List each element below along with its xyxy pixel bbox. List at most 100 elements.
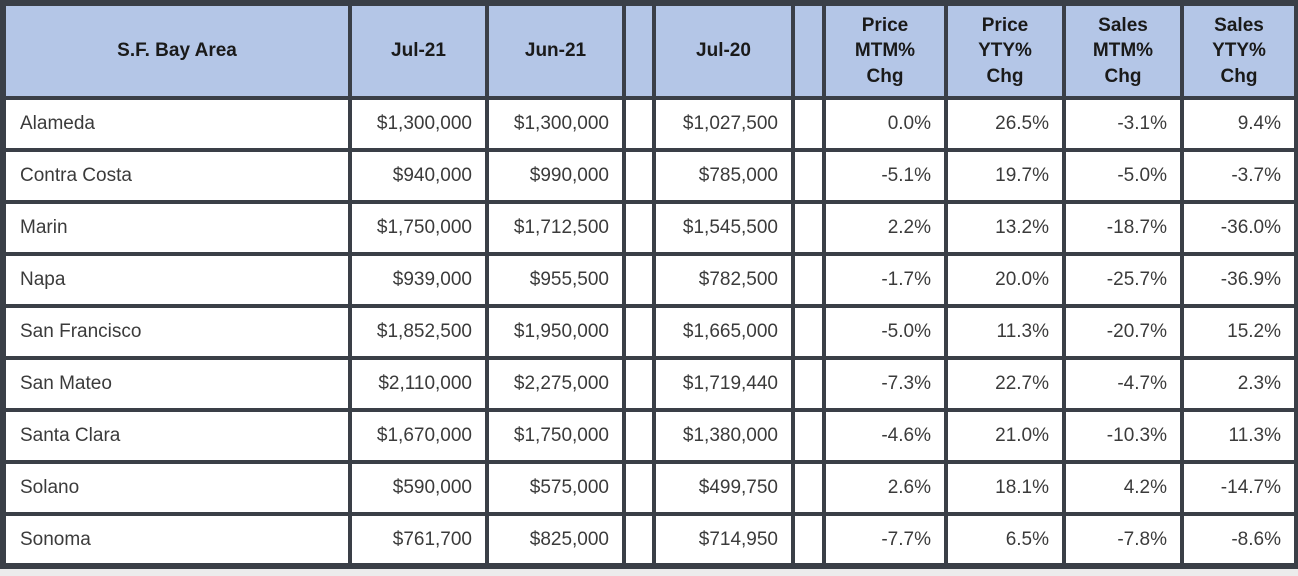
cell-price-mtm: -5.0% (822, 304, 948, 360)
cell-sales-yty: -14.7% (1180, 460, 1298, 516)
cell-region: Alameda (1, 96, 352, 152)
spacer-cell (791, 148, 826, 204)
spacer-cell (791, 408, 826, 464)
cell-jun21: $1,300,000 (485, 96, 626, 152)
cell-price-mtm: -7.7% (822, 512, 948, 568)
cell-sales-yty: 11.3% (1180, 408, 1298, 464)
cell-sales-mtm: -3.1% (1062, 96, 1184, 152)
cell-sales-mtm: 4.2% (1062, 460, 1184, 516)
cell-sales-mtm: -7.8% (1062, 512, 1184, 568)
header-price-mtm: Price MTM% Chg (822, 1, 948, 100)
spacer-cell (791, 252, 826, 308)
cell-price-yty: 26.5% (944, 96, 1066, 152)
cell-jul21: $1,300,000 (348, 96, 489, 152)
cell-jul21: $939,000 (348, 252, 489, 308)
cell-jul21: $1,750,000 (348, 200, 489, 256)
cell-price-mtm: -7.3% (822, 356, 948, 412)
cell-sales-yty: -36.0% (1180, 200, 1298, 256)
header-jul21: Jul-21 (348, 1, 489, 100)
cell-sales-yty: -3.7% (1180, 148, 1298, 204)
table-row: Solano $590,000 $575,000 $499,750 2.6% 1… (1, 460, 1298, 516)
table-row: Santa Clara $1,670,000 $1,750,000 $1,380… (1, 408, 1298, 464)
cell-sales-mtm: -20.7% (1062, 304, 1184, 360)
cell-jun21: $575,000 (485, 460, 626, 516)
header-jun21: Jun-21 (485, 1, 626, 100)
cell-price-yty: 6.5% (944, 512, 1066, 568)
table-row: Marin $1,750,000 $1,712,500 $1,545,500 2… (1, 200, 1298, 256)
spacer-cell (622, 512, 656, 568)
spacer-cell (622, 356, 656, 412)
cell-jul20: $1,380,000 (652, 408, 795, 464)
cell-price-mtm: -4.6% (822, 408, 948, 464)
cell-jun21: $1,750,000 (485, 408, 626, 464)
header-jul20: Jul-20 (652, 1, 795, 100)
cell-sales-mtm: -18.7% (1062, 200, 1184, 256)
cell-sales-mtm: -5.0% (1062, 148, 1184, 204)
cell-jul21: $590,000 (348, 460, 489, 516)
cell-sales-mtm: -4.7% (1062, 356, 1184, 412)
header-sales-yty: Sales YTY% Chg (1180, 1, 1298, 100)
spacer-cell (622, 252, 656, 308)
header-spacer-2 (791, 1, 826, 100)
cell-region: Napa (1, 252, 352, 308)
cell-region: Marin (1, 200, 352, 256)
cell-sales-yty: -8.6% (1180, 512, 1298, 568)
cell-jul21: $1,852,500 (348, 304, 489, 360)
header-spacer-1 (622, 1, 656, 100)
cell-region: San Mateo (1, 356, 352, 412)
cell-price-yty: 22.7% (944, 356, 1066, 412)
cell-price-yty: 13.2% (944, 200, 1066, 256)
spacer-cell (791, 304, 826, 360)
spacer-cell (622, 460, 656, 516)
cell-jun21: $990,000 (485, 148, 626, 204)
spacer-cell (791, 200, 826, 256)
cell-price-mtm: 0.0% (822, 96, 948, 152)
cell-jul20: $1,719,440 (652, 356, 795, 412)
spacer-cell (791, 512, 826, 568)
cell-price-mtm: -1.7% (822, 252, 948, 308)
cell-sales-yty: 15.2% (1180, 304, 1298, 360)
spacer-cell (622, 148, 656, 204)
cell-jul21: $761,700 (348, 512, 489, 568)
table-row: San Mateo $2,110,000 $2,275,000 $1,719,4… (1, 356, 1298, 412)
table-row: Contra Costa $940,000 $990,000 $785,000 … (1, 148, 1298, 204)
cell-price-yty: 20.0% (944, 252, 1066, 308)
cell-jun21: $825,000 (485, 512, 626, 568)
table-row: Napa $939,000 $955,500 $782,500 -1.7% 20… (1, 252, 1298, 308)
table-row: San Francisco $1,852,500 $1,950,000 $1,6… (1, 304, 1298, 360)
cell-jun21: $1,950,000 (485, 304, 626, 360)
table-header: S.F. Bay Area Jul-21 Jun-21 Jul-20 Price… (1, 1, 1298, 100)
table-body: Alameda $1,300,000 $1,300,000 $1,027,500… (1, 96, 1298, 568)
cell-sales-yty: -36.9% (1180, 252, 1298, 308)
cell-region: Santa Clara (1, 408, 352, 464)
cell-price-mtm: 2.2% (822, 200, 948, 256)
cell-jul21: $1,670,000 (348, 408, 489, 464)
cell-jul20: $782,500 (652, 252, 795, 308)
cell-jul21: $940,000 (348, 148, 489, 204)
cell-jul20: $1,665,000 (652, 304, 795, 360)
cell-sales-yty: 2.3% (1180, 356, 1298, 412)
cell-price-yty: 21.0% (944, 408, 1066, 464)
cell-region: Solano (1, 460, 352, 516)
header-row: S.F. Bay Area Jul-21 Jun-21 Jul-20 Price… (1, 1, 1298, 100)
table-row: Alameda $1,300,000 $1,300,000 $1,027,500… (1, 96, 1298, 152)
cell-jul21: $2,110,000 (348, 356, 489, 412)
spacer-cell (622, 96, 656, 152)
header-sales-mtm: Sales MTM% Chg (1062, 1, 1184, 100)
cell-sales-mtm: -25.7% (1062, 252, 1184, 308)
cell-sales-yty: 9.4% (1180, 96, 1298, 152)
spacer-cell (791, 96, 826, 152)
cell-price-mtm: -5.1% (822, 148, 948, 204)
cell-region: San Francisco (1, 304, 352, 360)
cell-jun21: $955,500 (485, 252, 626, 308)
spacer-cell (622, 200, 656, 256)
spacer-cell (622, 408, 656, 464)
cell-jul20: $785,000 (652, 148, 795, 204)
spacer-cell (791, 356, 826, 412)
cell-jun21: $2,275,000 (485, 356, 626, 412)
cell-price-yty: 19.7% (944, 148, 1066, 204)
spacer-cell (791, 460, 826, 516)
cell-region: Contra Costa (1, 148, 352, 204)
cell-price-yty: 11.3% (944, 304, 1066, 360)
